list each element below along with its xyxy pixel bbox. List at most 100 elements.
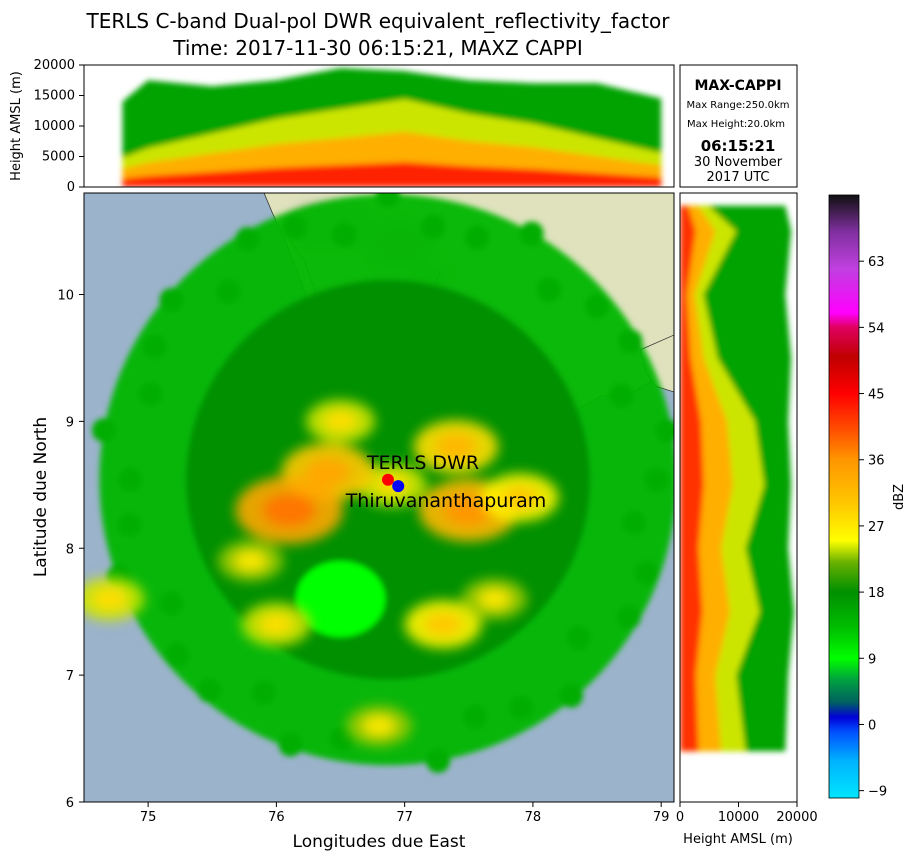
map-y-label: Latitude due North <box>31 417 51 577</box>
echo-feature-core <box>323 410 358 433</box>
top-profile-y-ticks: 0 5000 10000 15000 20000 <box>34 58 84 195</box>
colorbar-tick-label: 63 <box>868 255 885 270</box>
echo-edge-cell <box>621 510 646 535</box>
map-x-tick-label: 77 <box>396 810 413 825</box>
info-box-heading: MAX-CAPPI <box>694 78 781 94</box>
top-profile-y-label: Height AMSL (m) <box>9 71 24 181</box>
top-profile-y-tick-label: 20000 <box>34 58 75 73</box>
chart-title-line2: Time: 2017-11-30 06:15:21, MAXZ CAPPI <box>172 36 583 60</box>
echo-edge-cell <box>278 732 303 757</box>
echo-edge-cell <box>537 277 562 302</box>
map-y-tick-label: 7 <box>66 669 74 684</box>
colorbar-frame <box>828 194 860 799</box>
echo-feature-core <box>423 612 463 637</box>
side-profile-peak-area <box>680 205 704 752</box>
info-box-max-range: Max Range:250.0km <box>686 100 789 111</box>
echo-edge-cell <box>159 591 184 616</box>
map-x-tick-label: 79 <box>653 810 670 825</box>
colorbar-tick-label: 9 <box>868 652 876 667</box>
colorbar-tick-label: 54 <box>868 321 885 336</box>
colorbar-gradient <box>829 195 859 798</box>
echo-edge-cell <box>519 221 544 246</box>
echo-edge-cell <box>216 279 241 304</box>
echo-edge-cell <box>465 225 490 250</box>
echo-edge-cell <box>618 329 643 354</box>
top-profile-panel: 0 5000 10000 15000 20000 Height AMSL (m) <box>9 58 675 195</box>
top-profile-peak-area <box>122 162 662 187</box>
info-box-max-height: Max Height:20.0km <box>687 119 785 130</box>
echo-edge-cell <box>235 227 260 252</box>
echo-edge-cell <box>655 419 674 444</box>
radar-label: TERLS DWR <box>366 452 479 474</box>
map-x-tick-label: 75 <box>140 810 157 825</box>
side-profile-x-tick-label: 10000 <box>718 810 759 825</box>
echo-edge-cell <box>375 193 400 208</box>
echo-edge-cell <box>118 467 143 492</box>
info-box-date-line2: 2017 UTC <box>707 170 770 185</box>
colorbar-ticks: −9 0 9 18 27 36 45 54 63 <box>859 255 887 800</box>
echo-edge-cell <box>117 512 142 537</box>
echo-edge-cell <box>559 683 584 708</box>
echo-feature-layer <box>84 399 559 747</box>
echo-feature-core <box>500 485 540 510</box>
map-x-tick-label: 78 <box>525 810 542 825</box>
echo-feature-core <box>362 715 396 737</box>
map-y-tick-label: 9 <box>66 415 74 430</box>
echo-feature-core <box>262 493 317 527</box>
echo-edge-cell <box>283 215 308 240</box>
info-box-date-line1: 30 November <box>694 155 783 170</box>
echo-edge-cell <box>197 678 222 703</box>
colorbar-tick-label: −9 <box>868 785 887 800</box>
echo-edge-cell <box>566 625 591 650</box>
colorbar-tick-label: 27 <box>868 520 885 535</box>
echo-feature-core <box>434 433 478 460</box>
side-profile-x-label: Height AMSL (m) <box>683 832 793 847</box>
echo-feature-core <box>443 494 494 526</box>
top-profile-y-tick-label: 10000 <box>34 119 75 134</box>
echo-edge-cell <box>609 383 634 408</box>
echo-edge-cell <box>616 605 641 630</box>
echo-edge-cell <box>92 418 117 443</box>
map-y-tick-label: 10 <box>57 289 74 304</box>
map-markers: TERLS DWR Thiruvananthapuram <box>345 452 547 512</box>
colorbar-tick-label: 45 <box>868 388 885 403</box>
side-profile-x-tick-label: 0 <box>676 810 684 825</box>
radar-marker <box>381 473 394 486</box>
echo-edge-cell <box>142 334 167 359</box>
colorbar-tick-label: 18 <box>868 586 885 601</box>
map-x-label: Longitudes due East <box>293 832 466 852</box>
top-profile-bands <box>122 68 662 187</box>
echo-edge-cell <box>509 695 534 720</box>
echo-weak-zone <box>295 560 386 638</box>
top-profile-y-tick-label: 15000 <box>34 89 75 104</box>
map-y-tick-label: 8 <box>66 542 74 557</box>
top-profile-echo <box>122 68 662 187</box>
colorbar-label: dBZ <box>892 484 907 510</box>
map-y-tick-label: 6 <box>66 796 74 811</box>
side-profile-bands <box>680 205 795 752</box>
colorbar-tick-label: 0 <box>868 718 876 733</box>
city-label: Thiruvananthapuram <box>345 490 547 512</box>
side-profile-echo <box>680 205 795 752</box>
echo-edge-cell <box>165 642 190 667</box>
echo-edge-cell <box>644 467 669 492</box>
map-frame <box>83 192 675 803</box>
top-profile-y-tick-label: 5000 <box>42 150 75 165</box>
side-profile-x-ticks: 0 10000 20000 <box>676 802 818 825</box>
echo-feature-core <box>92 588 127 610</box>
side-profile-x-tick-label: 20000 <box>776 810 817 825</box>
info-box-time: 06:15:21 <box>701 137 776 155</box>
echo-edge-cell <box>251 680 276 705</box>
echo-feature-core <box>478 588 511 610</box>
echo-edge-cell <box>463 704 488 729</box>
echo-feature-core <box>259 613 294 636</box>
top-profile-y-tick-label: 0 <box>67 180 75 195</box>
city-marker <box>392 480 405 493</box>
echo-edge-cell <box>585 294 610 319</box>
echo-edge-cell <box>329 727 354 752</box>
echo-edge-cell <box>138 382 163 407</box>
echo-edge-cell <box>426 748 451 773</box>
